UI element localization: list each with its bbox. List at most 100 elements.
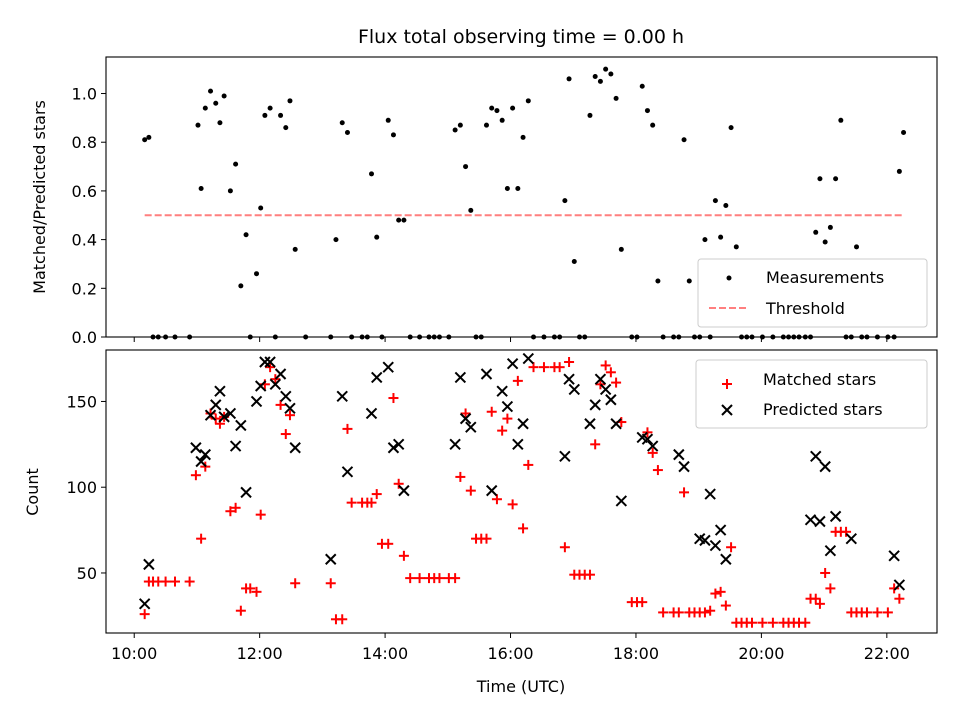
measurement-point <box>901 129 907 135</box>
matched-star-point <box>814 598 825 609</box>
ratio-x-ticks <box>133 337 888 342</box>
count-x-tick-label: 16:00 <box>487 644 533 663</box>
measurement-point <box>208 88 214 94</box>
matched-star-point <box>564 357 575 368</box>
measurement-point <box>827 224 833 230</box>
predicted-star-point <box>888 550 900 562</box>
matched-star-point <box>230 502 241 513</box>
matched-star-point <box>139 609 150 620</box>
predicted-star-point <box>459 412 472 425</box>
legend-matched-label: Matched stars <box>763 370 876 389</box>
predicted-star-point <box>454 371 467 384</box>
predicted-star-point <box>704 488 716 500</box>
count-y-ticks: 50 100 150 <box>66 392 106 583</box>
matched-star-point <box>280 429 291 440</box>
ratio-y-axis-label: Matched/Predicted stars <box>30 100 49 294</box>
predicted-star-point <box>615 495 628 507</box>
matched-star-point <box>275 399 286 410</box>
measurement-point <box>613 95 619 101</box>
matched-star-point <box>507 499 518 510</box>
matched-star-point <box>255 509 266 520</box>
predicted-star-point <box>250 395 263 408</box>
matched-star-point <box>757 617 768 628</box>
measurement-point <box>262 112 268 118</box>
matched-star-point <box>393 478 404 489</box>
predicted-star-point <box>259 356 271 368</box>
measurement-point <box>452 127 458 133</box>
measurement-point <box>854 244 860 250</box>
measurement-point <box>202 105 208 111</box>
ratio-y-tick-label: 0.6 <box>72 182 97 201</box>
measurement-point <box>267 105 273 111</box>
measurement-point <box>333 237 339 243</box>
predicted-star-point <box>392 438 405 451</box>
matched-star-point <box>388 393 399 404</box>
measurement-point <box>489 105 495 111</box>
measurement-point <box>650 122 656 128</box>
measurement-point <box>195 122 201 128</box>
measurement-point <box>254 271 260 277</box>
matched-star-point <box>251 586 262 597</box>
measurement-point <box>587 112 593 118</box>
count-x-tick-label: 12:00 <box>237 644 283 663</box>
predicted-star-point <box>449 438 461 451</box>
matched-star-point <box>872 607 883 618</box>
measurement-point <box>686 278 692 284</box>
count-y-axis-label: Count <box>23 468 42 516</box>
measurement-point <box>483 122 489 128</box>
predicted-star-point <box>204 409 217 421</box>
measurement-point <box>562 198 568 204</box>
measurement-point <box>525 98 531 104</box>
measurement-point <box>339 120 345 126</box>
matched-star-point <box>210 413 221 424</box>
measurement-point <box>655 278 661 284</box>
predicted-star-point <box>210 399 222 411</box>
matched-star-point <box>290 578 301 589</box>
matched-star-point <box>637 597 648 608</box>
chart-title: Flux total observing time = 0.00 h <box>358 26 684 48</box>
measurement-point <box>401 217 407 223</box>
measurement-point <box>243 232 249 238</box>
matched-star-point <box>518 523 529 534</box>
matched-star-point <box>726 542 737 553</box>
measurement-point <box>712 198 718 204</box>
measurement-point <box>283 125 289 131</box>
matched-star-point <box>523 459 534 470</box>
measurement-point <box>592 73 598 79</box>
matched-star-point <box>265 362 276 373</box>
matched-star-point <box>196 533 207 544</box>
ratio-y-tick-label: 1.0 <box>72 85 97 104</box>
measurement-point <box>287 98 293 104</box>
matched-star-point <box>679 487 690 498</box>
count-marks <box>138 352 906 628</box>
measurement-point <box>457 122 463 128</box>
matched-star-point <box>245 583 256 594</box>
count-y-tick-label: 50 <box>77 564 97 583</box>
matched-star-point <box>810 593 821 604</box>
matched-star-point <box>658 607 669 618</box>
measurement-point <box>702 237 708 243</box>
measurement-point <box>603 66 609 72</box>
matched-star-point <box>455 471 466 482</box>
matched-star-point <box>647 447 658 458</box>
legend-matched-marker <box>722 379 732 389</box>
matched-star-point <box>715 586 726 597</box>
measurement-point <box>510 105 516 111</box>
predicted-star-point <box>599 383 612 396</box>
matched-star-point <box>699 607 710 618</box>
predicted-star-point <box>501 400 514 413</box>
predicted-star-point <box>365 407 378 420</box>
predicted-star-point <box>646 440 659 452</box>
predicted-star-point <box>190 442 202 454</box>
matched-star-point <box>889 583 900 594</box>
measurement-point <box>639 83 645 89</box>
predicted-star-point <box>678 460 690 473</box>
predicted-star-point <box>563 373 575 385</box>
measurement-point <box>838 117 844 123</box>
ratio-marks <box>142 66 907 340</box>
predicted-star-point <box>138 598 151 610</box>
predicted-star-point <box>289 442 301 454</box>
matched-star-point <box>605 367 616 378</box>
predicted-star-point <box>341 466 354 478</box>
predicted-star-point <box>269 378 282 391</box>
